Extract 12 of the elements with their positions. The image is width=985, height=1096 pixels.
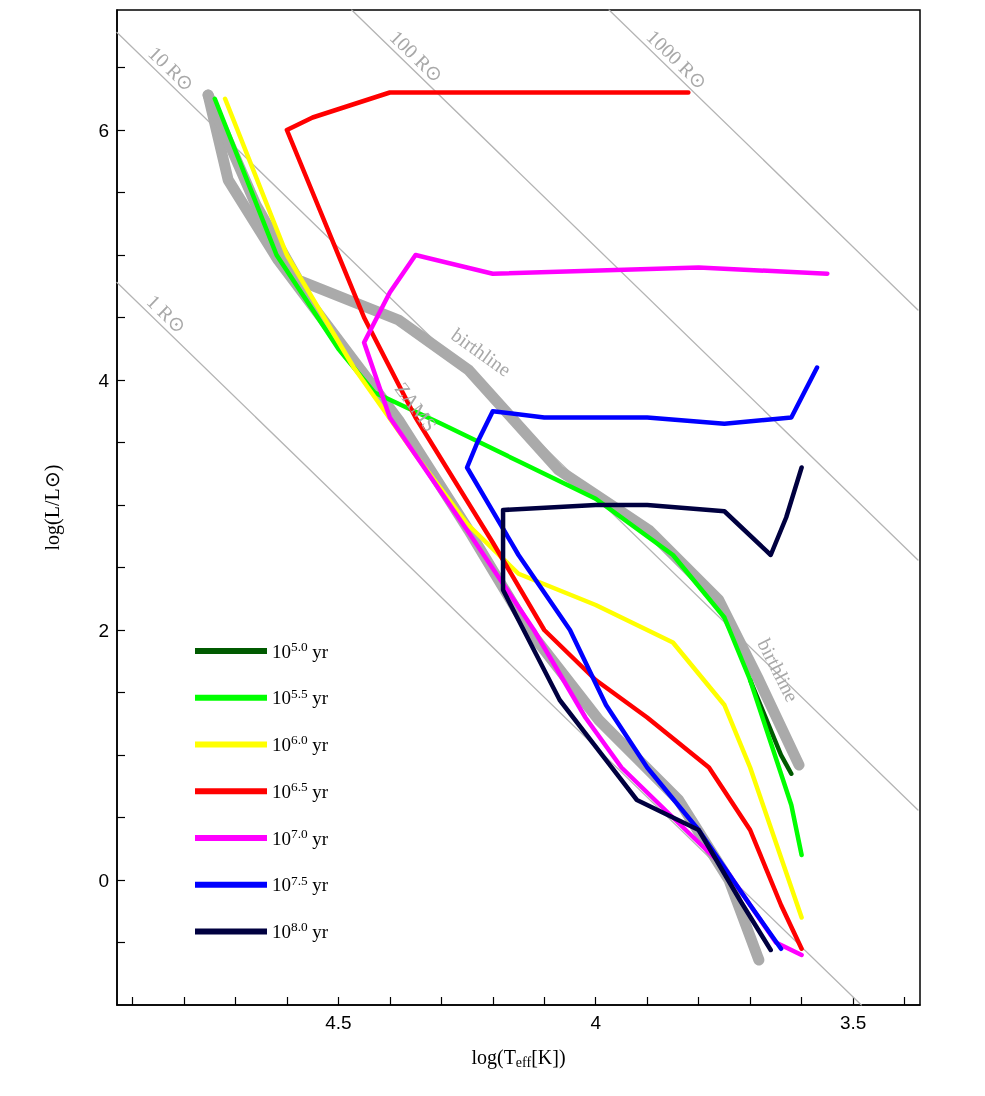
- x-tick-label: 4: [590, 1012, 602, 1033]
- x-tick-label: 4.5: [325, 1012, 352, 1033]
- annotation: 1000 R⊙: [642, 25, 712, 94]
- y-tick-label: 2: [98, 619, 109, 641]
- annotation: 1 R⊙: [142, 290, 191, 338]
- y-tick-label: 4: [98, 369, 110, 391]
- y-tick-label: 0: [98, 869, 109, 891]
- x-tick-label: 3.5: [839, 1012, 867, 1033]
- y-axis-title: log(L/L⊙): [41, 464, 64, 551]
- annotation: 100 R⊙: [385, 25, 448, 88]
- annotation: 10 R⊙: [144, 41, 200, 97]
- y-tick-label: 6: [98, 119, 109, 141]
